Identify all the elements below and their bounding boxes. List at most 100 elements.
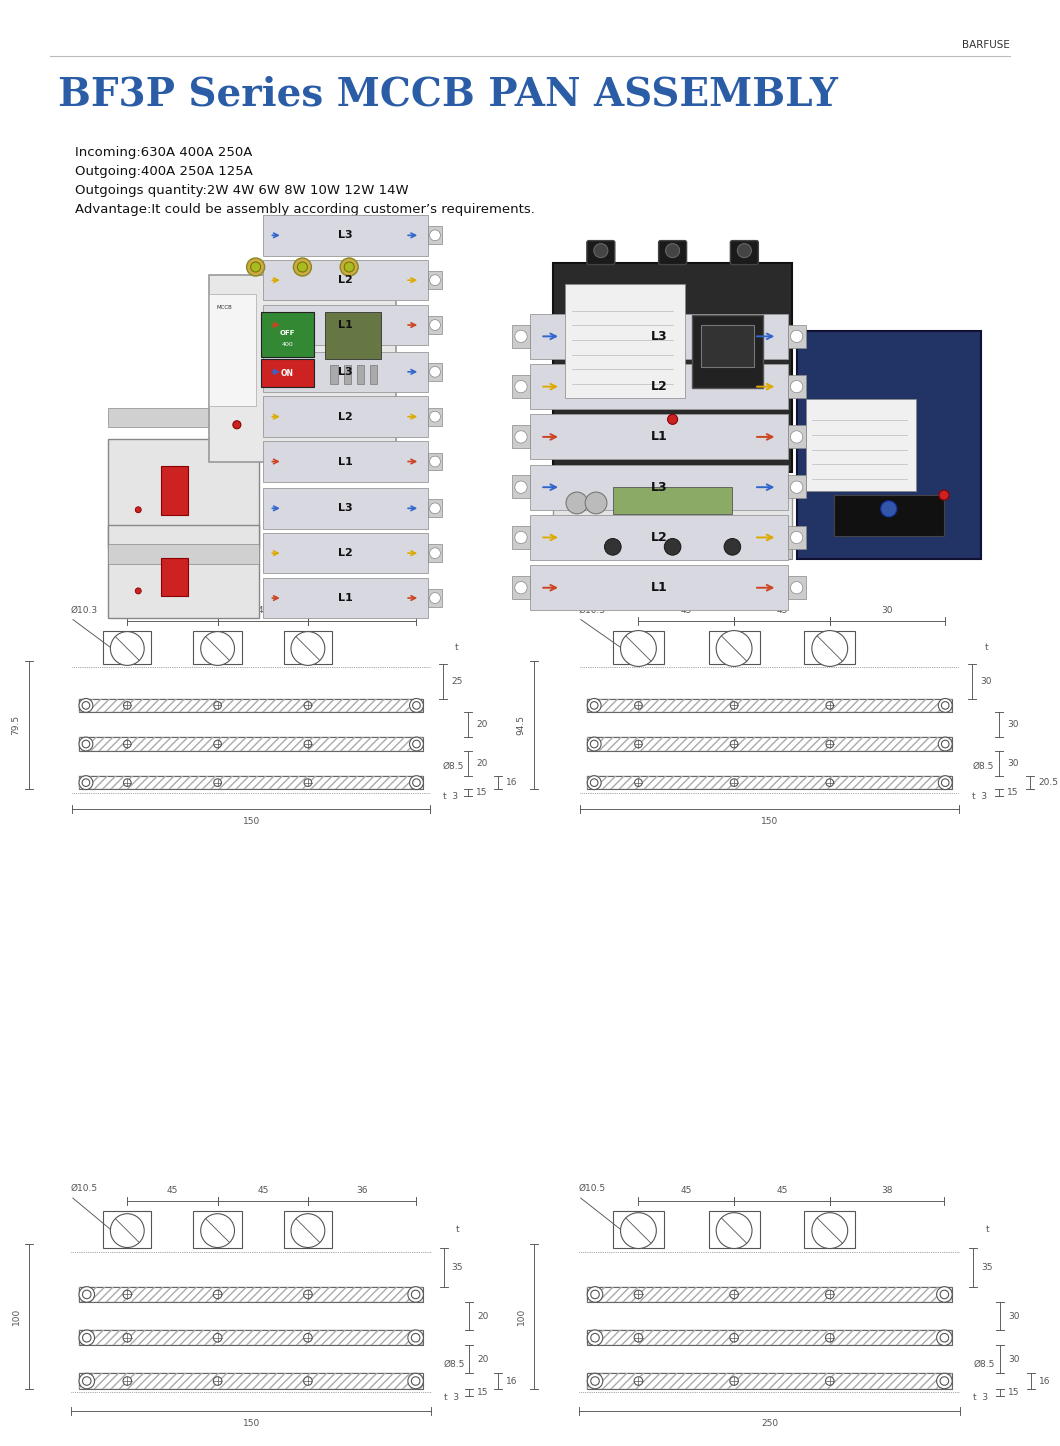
Circle shape <box>515 431 527 442</box>
Bar <box>108 408 260 427</box>
Bar <box>797 331 980 560</box>
Circle shape <box>635 779 642 787</box>
Bar <box>103 630 152 664</box>
Circle shape <box>214 740 222 748</box>
Circle shape <box>429 411 440 422</box>
Text: Advantage:It could be assembly according customer’s requirements.: Advantage:It could be assembly according… <box>75 202 535 215</box>
Circle shape <box>136 589 141 594</box>
Text: 45: 45 <box>258 606 268 615</box>
Circle shape <box>80 1374 94 1388</box>
Text: 250: 250 <box>761 1419 778 1427</box>
Circle shape <box>247 257 265 276</box>
Text: 45: 45 <box>258 1186 268 1194</box>
Circle shape <box>940 1333 949 1342</box>
Bar <box>263 305 428 346</box>
Circle shape <box>250 262 261 272</box>
Bar <box>161 558 188 596</box>
Bar <box>553 535 792 560</box>
Circle shape <box>429 503 440 513</box>
Bar <box>263 534 428 574</box>
Circle shape <box>200 1213 234 1248</box>
Bar <box>263 351 428 392</box>
Circle shape <box>587 775 601 790</box>
Circle shape <box>812 630 848 667</box>
Bar <box>788 324 806 347</box>
Text: 400: 400 <box>282 343 294 347</box>
Text: OFF: OFF <box>280 330 295 337</box>
Bar <box>428 499 442 518</box>
Circle shape <box>730 1333 739 1342</box>
Bar <box>193 630 242 664</box>
Text: 25: 25 <box>450 677 462 685</box>
Circle shape <box>303 1290 313 1299</box>
Circle shape <box>82 740 90 748</box>
Bar <box>788 526 806 548</box>
Bar <box>708 630 760 664</box>
Circle shape <box>587 1374 603 1388</box>
Bar <box>80 737 423 750</box>
Circle shape <box>587 1287 603 1303</box>
Circle shape <box>620 1213 656 1248</box>
Bar <box>80 1287 423 1301</box>
Bar <box>530 565 788 610</box>
Bar <box>356 364 365 383</box>
Circle shape <box>429 275 440 285</box>
Text: 30: 30 <box>1007 720 1019 729</box>
Circle shape <box>791 482 802 493</box>
Text: t  3: t 3 <box>443 792 458 801</box>
Bar <box>613 630 664 664</box>
Text: 15: 15 <box>476 788 488 797</box>
Circle shape <box>298 262 307 272</box>
Circle shape <box>515 581 527 594</box>
Circle shape <box>937 1287 952 1303</box>
Text: L1: L1 <box>338 320 353 330</box>
Text: Ø10.5: Ø10.5 <box>71 1184 98 1193</box>
Circle shape <box>826 1333 834 1342</box>
Text: 15: 15 <box>477 1388 489 1397</box>
Circle shape <box>590 1333 599 1342</box>
Bar <box>161 466 188 515</box>
Text: 20: 20 <box>477 1312 489 1320</box>
Circle shape <box>941 701 949 709</box>
Bar <box>263 260 428 301</box>
Circle shape <box>412 779 420 787</box>
Bar <box>587 698 952 713</box>
Text: t: t <box>986 1225 989 1233</box>
Circle shape <box>214 779 222 787</box>
Circle shape <box>940 1377 949 1385</box>
Bar <box>263 396 428 437</box>
Circle shape <box>717 1213 752 1248</box>
Bar <box>788 576 806 599</box>
Text: t: t <box>985 643 988 652</box>
Circle shape <box>80 737 93 750</box>
Circle shape <box>304 779 312 787</box>
Text: L1: L1 <box>338 593 353 603</box>
Text: 150: 150 <box>761 817 778 826</box>
Bar <box>530 464 788 510</box>
Text: 30: 30 <box>882 606 894 615</box>
Bar <box>553 263 792 471</box>
Circle shape <box>881 500 897 516</box>
Circle shape <box>937 1330 952 1345</box>
Text: 30: 30 <box>356 606 368 615</box>
Bar <box>702 325 754 367</box>
Bar <box>587 1330 952 1345</box>
Circle shape <box>590 1377 599 1385</box>
Text: L2: L2 <box>651 531 667 544</box>
Circle shape <box>83 1290 91 1299</box>
Text: MCCB: MCCB <box>216 305 232 309</box>
Circle shape <box>304 701 312 709</box>
Circle shape <box>409 698 423 713</box>
Bar <box>428 589 442 607</box>
Text: 20: 20 <box>476 759 488 768</box>
Circle shape <box>303 1377 313 1385</box>
Bar <box>512 526 530 548</box>
Text: BF3P Series MCCB PAN ASSEMBLY: BF3P Series MCCB PAN ASSEMBLY <box>58 77 837 114</box>
Bar <box>263 441 428 482</box>
FancyBboxPatch shape <box>587 240 615 265</box>
Text: Ø10.5: Ø10.5 <box>579 1184 605 1193</box>
Text: L1: L1 <box>651 431 667 444</box>
Bar <box>370 364 377 383</box>
Bar <box>331 364 338 383</box>
Circle shape <box>791 581 802 594</box>
